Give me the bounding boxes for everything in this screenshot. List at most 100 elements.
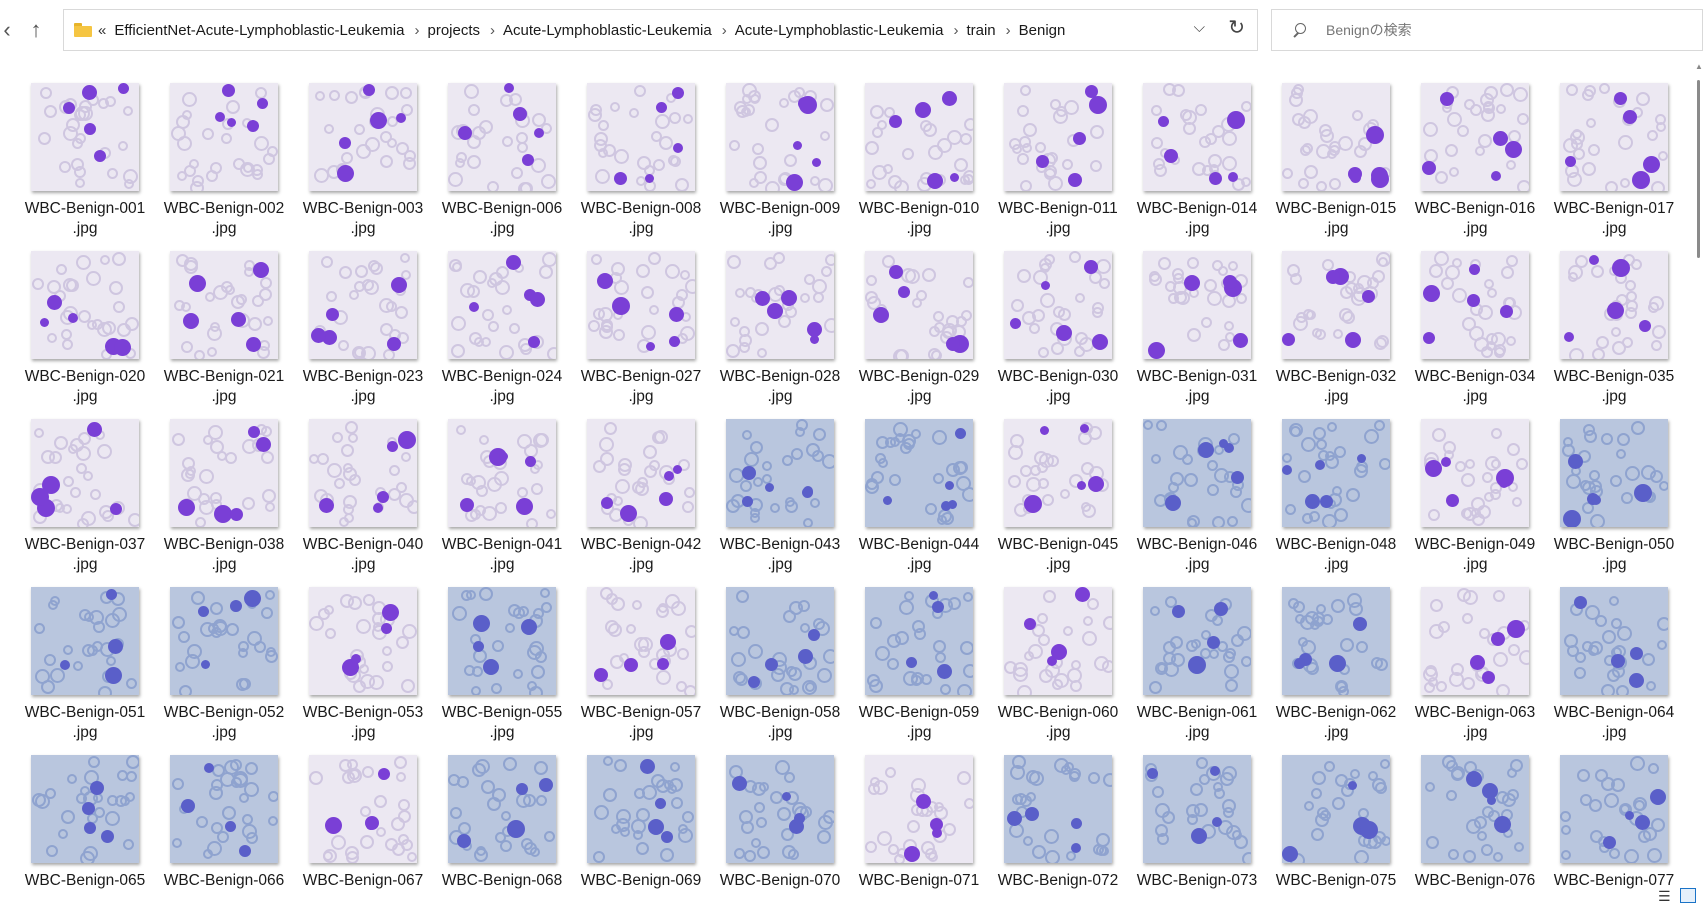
file-item[interactable]: WBC-Benign-065: [30, 752, 156, 907]
file-item[interactable]: WBC-Benign-051 .jpg: [30, 584, 156, 744]
file-item[interactable]: WBC-Benign-053 .jpg: [308, 584, 434, 744]
address-bar[interactable]: « EfficientNet-Acute-Lymphoblastic-Leuke…: [63, 9, 1258, 51]
file-item[interactable]: WBC-Benign-075: [1281, 752, 1407, 907]
file-item[interactable]: WBC-Benign-037 .jpg: [30, 416, 156, 576]
file-item[interactable]: WBC-Benign-003 .jpg: [308, 80, 434, 240]
file-item[interactable]: WBC-Benign-045 .jpg: [1003, 416, 1129, 576]
file-item[interactable]: WBC-Benign-063 .jpg: [1420, 584, 1546, 744]
file-thumbnail[interactable]: [31, 251, 139, 359]
file-item[interactable]: WBC-Benign-062 .jpg: [1281, 584, 1407, 744]
file-thumbnail[interactable]: [1282, 83, 1390, 191]
file-item[interactable]: WBC-Benign-046 .jpg: [1142, 416, 1268, 576]
breadcrumb-separator-icon[interactable]: ›: [414, 22, 419, 39]
file-thumbnail[interactable]: [865, 755, 973, 863]
file-item[interactable]: WBC-Benign-034 .jpg: [1420, 248, 1546, 408]
file-thumbnail[interactable]: [865, 587, 973, 695]
file-thumbnail[interactable]: [31, 83, 139, 191]
file-item[interactable]: WBC-Benign-041 .jpg: [447, 416, 573, 576]
chevron-down-icon[interactable]: ⌵: [1194, 19, 1205, 36]
file-thumbnail[interactable]: [1421, 755, 1529, 863]
file-item[interactable]: WBC-Benign-030 .jpg: [1003, 248, 1129, 408]
file-thumbnail[interactable]: [448, 587, 556, 695]
breadcrumb-item[interactable]: Acute-Lymphoblastic-Leukemia: [735, 22, 944, 39]
file-thumbnail[interactable]: [587, 587, 695, 695]
file-thumbnail[interactable]: [448, 83, 556, 191]
file-thumbnail[interactable]: [309, 587, 417, 695]
file-thumbnail[interactable]: [1421, 251, 1529, 359]
file-thumbnail[interactable]: [1282, 251, 1390, 359]
file-thumbnail[interactable]: [1282, 755, 1390, 863]
file-item[interactable]: WBC-Benign-011 .jpg: [1003, 80, 1129, 240]
file-item[interactable]: WBC-Benign-071: [864, 752, 990, 907]
file-item[interactable]: WBC-Benign-049 .jpg: [1420, 416, 1546, 576]
file-thumbnail[interactable]: [31, 755, 139, 863]
file-item[interactable]: WBC-Benign-029 .jpg: [864, 248, 990, 408]
file-thumbnail[interactable]: [726, 83, 834, 191]
file-item[interactable]: WBC-Benign-073: [1142, 752, 1268, 907]
file-item[interactable]: WBC-Benign-016 .jpg: [1420, 80, 1546, 240]
file-item[interactable]: WBC-Benign-023 .jpg: [308, 248, 434, 408]
file-thumbnail[interactable]: [587, 83, 695, 191]
file-thumbnail[interactable]: [1560, 755, 1668, 863]
scrollbar-thumb[interactable]: [1697, 80, 1700, 258]
file-thumbnail[interactable]: [726, 755, 834, 863]
file-thumbnail[interactable]: [448, 755, 556, 863]
file-thumbnail[interactable]: [726, 251, 834, 359]
file-item[interactable]: WBC-Benign-031 .jpg: [1142, 248, 1268, 408]
file-item[interactable]: WBC-Benign-060 .jpg: [1003, 584, 1129, 744]
file-item[interactable]: WBC-Benign-001 .jpg: [30, 80, 156, 240]
file-item[interactable]: WBC-Benign-032 .jpg: [1281, 248, 1407, 408]
file-thumbnail[interactable]: [587, 755, 695, 863]
file-item[interactable]: WBC-Benign-010 .jpg: [864, 80, 990, 240]
file-item[interactable]: WBC-Benign-021 .jpg: [169, 248, 295, 408]
file-thumbnail[interactable]: [1282, 587, 1390, 695]
file-item[interactable]: WBC-Benign-052 .jpg: [169, 584, 295, 744]
file-thumbnail[interactable]: [1143, 251, 1251, 359]
file-item[interactable]: WBC-Benign-014 .jpg: [1142, 80, 1268, 240]
file-item[interactable]: WBC-Benign-040 .jpg: [308, 416, 434, 576]
vertical-scrollbar[interactable]: ▲: [1693, 62, 1703, 907]
file-thumbnail[interactable]: [1560, 587, 1668, 695]
file-item[interactable]: WBC-Benign-035 .jpg: [1559, 248, 1685, 408]
file-thumbnail[interactable]: [587, 419, 695, 527]
file-thumbnail[interactable]: [1421, 419, 1529, 527]
breadcrumb-separator-icon[interactable]: ›: [1006, 22, 1011, 39]
file-thumbnail[interactable]: [587, 251, 695, 359]
file-thumbnail[interactable]: [309, 419, 417, 527]
breadcrumb-item[interactable]: train: [966, 22, 995, 39]
file-item[interactable]: WBC-Benign-027 .jpg: [586, 248, 712, 408]
file-item[interactable]: WBC-Benign-076: [1420, 752, 1546, 907]
file-thumbnail[interactable]: [170, 419, 278, 527]
file-thumbnail[interactable]: [309, 755, 417, 863]
file-thumbnail[interactable]: [1004, 251, 1112, 359]
file-item[interactable]: WBC-Benign-008 .jpg: [586, 80, 712, 240]
file-thumbnail[interactable]: [170, 251, 278, 359]
file-thumbnail[interactable]: [726, 587, 834, 695]
file-thumbnail[interactable]: [1004, 755, 1112, 863]
file-item[interactable]: WBC-Benign-072: [1003, 752, 1129, 907]
file-thumbnail[interactable]: [1421, 587, 1529, 695]
file-item[interactable]: WBC-Benign-024 .jpg: [447, 248, 573, 408]
file-item[interactable]: WBC-Benign-006 .jpg: [447, 80, 573, 240]
breadcrumb-overflow-icon[interactable]: «: [98, 22, 106, 39]
file-thumbnail[interactable]: [1143, 587, 1251, 695]
file-thumbnail[interactable]: [1560, 83, 1668, 191]
file-thumbnail[interactable]: [1004, 587, 1112, 695]
file-item[interactable]: WBC-Benign-017 .jpg: [1559, 80, 1685, 240]
breadcrumb-separator-icon[interactable]: ›: [722, 22, 727, 39]
file-thumbnail[interactable]: [31, 587, 139, 695]
file-item[interactable]: WBC-Benign-020 .jpg: [30, 248, 156, 408]
file-item[interactable]: WBC-Benign-064 .jpg: [1559, 584, 1685, 744]
file-item[interactable]: WBC-Benign-068: [447, 752, 573, 907]
file-thumbnail[interactable]: [31, 419, 139, 527]
large-icons-view-icon[interactable]: [1680, 888, 1696, 903]
file-thumbnail[interactable]: [309, 83, 417, 191]
file-item[interactable]: WBC-Benign-070: [725, 752, 851, 907]
file-thumbnail[interactable]: [865, 83, 973, 191]
file-item[interactable]: WBC-Benign-050 .jpg: [1559, 416, 1685, 576]
up-arrow-icon[interactable]: ↑: [21, 14, 51, 46]
refresh-icon[interactable]: ↻: [1228, 15, 1245, 40]
file-thumbnail[interactable]: [170, 755, 278, 863]
scroll-up-icon[interactable]: ▲: [1695, 62, 1703, 71]
breadcrumb-separator-icon[interactable]: ›: [490, 22, 495, 39]
